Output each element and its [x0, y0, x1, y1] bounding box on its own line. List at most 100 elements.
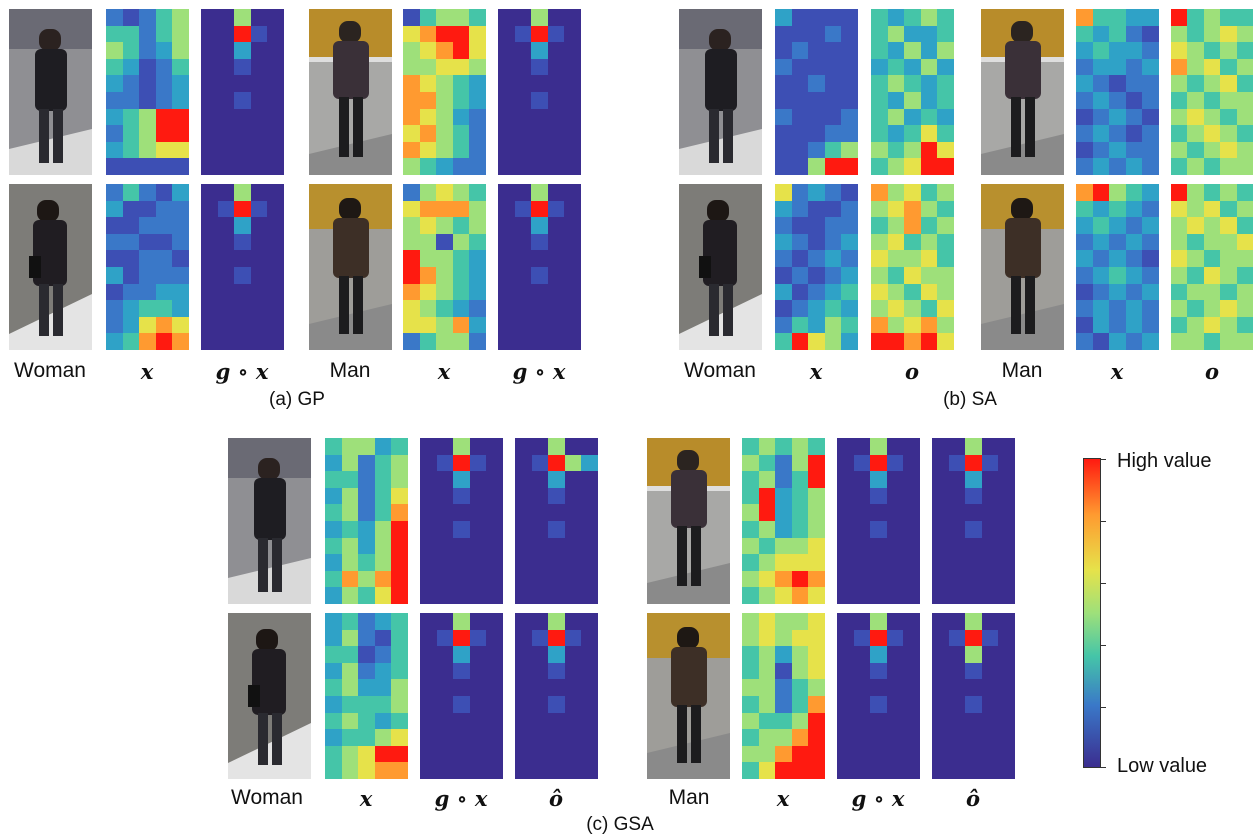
heatmap-cell	[486, 521, 503, 538]
heatmap-cell	[1092, 75, 1110, 92]
heatmap-cell	[1142, 9, 1159, 26]
heatmap-cell	[581, 696, 598, 713]
heatmap-cell	[808, 554, 825, 571]
heatmap-cell	[436, 679, 454, 696]
heatmap-cell	[758, 629, 776, 647]
heatmap-cell	[742, 745, 759, 763]
heatmap-cell	[564, 158, 581, 175]
heatmap-cell	[808, 729, 825, 746]
heatmap-cell	[106, 108, 123, 126]
heatmap-cell	[870, 487, 887, 505]
heatmap-cell	[453, 613, 470, 630]
heatmap-cell	[808, 521, 825, 538]
heatmap-cell	[775, 9, 792, 26]
heatmap-cell	[201, 316, 218, 334]
heatmap-cell	[791, 554, 809, 571]
heatmap-cell	[1125, 125, 1143, 142]
heatmap-cell	[267, 267, 284, 284]
heatmap-cell	[547, 25, 565, 43]
heatmap-cell	[498, 217, 515, 234]
heatmap-cell	[965, 696, 982, 713]
heatmap-cell	[514, 316, 532, 334]
heatmap-cell	[172, 217, 189, 234]
heatmap-cell	[791, 141, 809, 159]
heatmap-cell	[791, 316, 809, 334]
heatmap-cell	[1203, 250, 1221, 267]
heatmap-cell	[498, 267, 515, 284]
heatmap-cell	[403, 233, 420, 251]
heatmap-cell	[808, 537, 825, 555]
heatmap-cell	[1125, 217, 1143, 234]
heatmap-cell	[1092, 158, 1110, 175]
heatmap-cell	[453, 537, 470, 555]
heatmap-cell	[841, 9, 858, 26]
colorbar-gradient	[1083, 458, 1101, 768]
heatmap-cell	[498, 42, 515, 59]
heatmap-cell	[403, 125, 420, 142]
heatmap-cell	[932, 646, 949, 663]
heatmap-cell	[172, 158, 189, 175]
heatmap-cell	[1125, 233, 1143, 251]
heatmap-cell	[1203, 125, 1221, 142]
heatmap-cell	[106, 92, 123, 109]
heatmap-cell	[436, 454, 454, 472]
heatmap-cell	[341, 729, 359, 746]
heatmap-cell	[1092, 200, 1110, 218]
man-photo	[309, 9, 392, 175]
heatmap-cell	[436, 250, 453, 267]
heatmap-cell	[742, 570, 759, 588]
heatmap-cell	[1187, 9, 1204, 26]
heatmap-cell	[514, 267, 532, 284]
heatmap-cell	[887, 141, 905, 159]
heatmap-cell	[436, 613, 454, 630]
heatmap-cell	[564, 487, 582, 505]
heatmap-cell	[564, 587, 582, 604]
heatmap-cell	[515, 745, 532, 763]
heatmap-cell	[234, 217, 251, 234]
heatmap-cell	[325, 729, 342, 746]
heatmap-cell	[775, 629, 792, 647]
heatmap-cell	[998, 729, 1015, 746]
heatmap-cell	[564, 729, 582, 746]
heatmap-cell	[887, 75, 905, 92]
heatmap-cell	[998, 554, 1015, 571]
heatmap-cell	[547, 283, 565, 301]
heatmap-cell	[341, 521, 359, 538]
heatmap-cell	[106, 158, 123, 175]
heatmap-cell	[548, 745, 565, 763]
heatmap-cell	[887, 158, 905, 175]
heatmap-cell	[106, 283, 123, 301]
heatmap-cell	[469, 712, 487, 730]
heatmap-cell	[808, 629, 825, 647]
heatmap-cell	[841, 58, 858, 76]
heatmap-cell	[498, 316, 515, 334]
heatmap-cell	[106, 58, 123, 76]
heatmap-cell	[1171, 141, 1188, 159]
heatmap-cell	[515, 570, 532, 588]
heatmap-cell	[106, 233, 123, 251]
heatmap-cell	[391, 438, 408, 455]
heatmap-cell	[498, 158, 515, 175]
colorbar-low-label: Low value	[1117, 755, 1208, 777]
heatmap-cell	[1076, 108, 1093, 126]
heatmap-cell	[547, 141, 565, 159]
heatmap-cell	[886, 613, 904, 630]
colorbar-tick	[1100, 645, 1106, 646]
heatmap-sa-man-2-x	[1076, 184, 1159, 350]
heatmap-cell	[1109, 200, 1126, 218]
heatmap-cell	[155, 300, 173, 317]
heatmap-cell	[155, 233, 173, 251]
heatmap-cell	[837, 662, 854, 680]
heatmap-cell	[250, 42, 268, 59]
heatmap-cell	[853, 471, 871, 488]
heatmap-cell	[139, 184, 156, 201]
heatmap-cell	[122, 184, 140, 201]
heatmap-cell	[436, 662, 454, 680]
heatmap-cell	[358, 729, 375, 746]
heatmap-cell	[948, 521, 966, 538]
heatmap-cell	[548, 679, 565, 696]
heatmap-cell	[358, 521, 375, 538]
heatmap-cell	[904, 92, 921, 109]
heatmap-cell	[201, 250, 218, 267]
heatmap-cell	[436, 745, 454, 763]
